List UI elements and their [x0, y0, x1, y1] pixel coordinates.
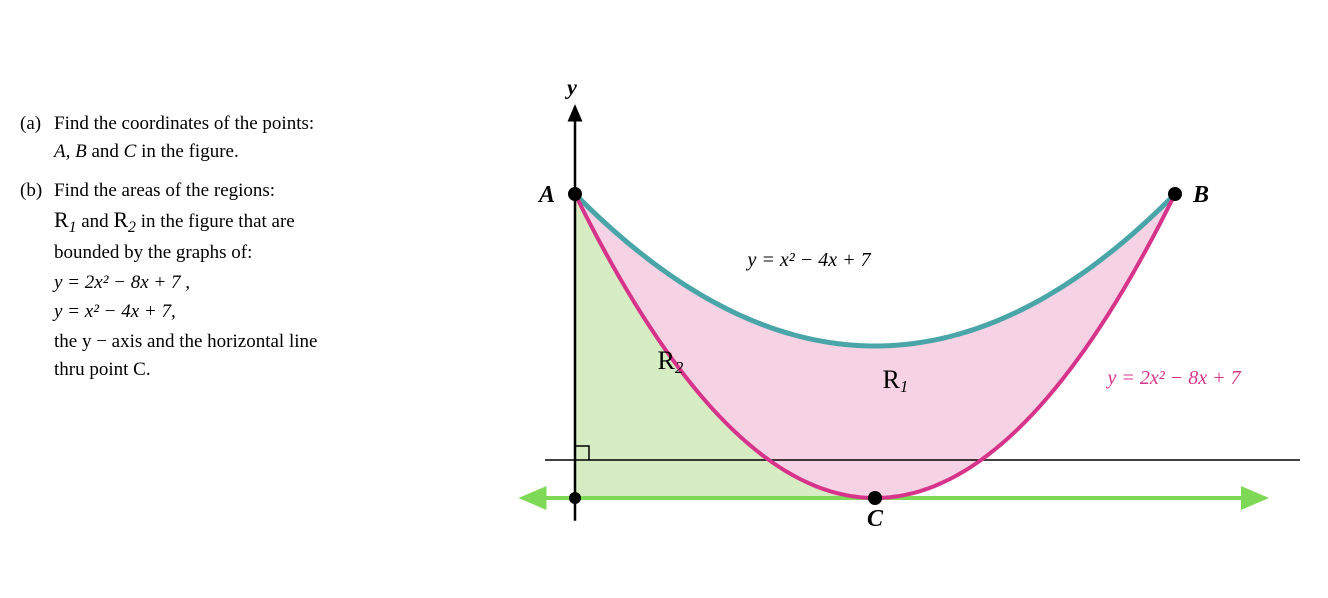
qb-line3: bounded by the graphs of:: [54, 239, 470, 267]
label-upper-eq: y = x² − 4x + 7: [746, 249, 872, 271]
qb-line5: thru point C.: [54, 356, 470, 384]
marker-a: (a): [20, 110, 54, 165]
question-b: (b) Find the areas of the regions: R1 an…: [20, 177, 470, 383]
qb-eq1: y = 2x² − 8x + 7 ,: [54, 269, 470, 297]
question-a: (a) Find the coordinates of the points: …: [20, 110, 470, 165]
question-text: (a) Find the coordinates of the points: …: [20, 20, 480, 578]
point-a: [568, 187, 582, 201]
label-b: B: [1192, 182, 1209, 208]
qb-line1: Find the areas of the regions:: [54, 177, 470, 205]
figure-container: ABCyxR2R1y = x² − 4x + 7y = 2x² − 8x + 7: [480, 20, 1308, 578]
label-lower-eq: y = 2x² − 8x + 7: [1106, 367, 1242, 389]
marker-b: (b): [20, 177, 54, 383]
label-y-axis: y: [564, 75, 577, 100]
qa-line1: Find the coordinates of the points:: [54, 110, 470, 138]
point-yaxis-hline: [569, 492, 581, 504]
label-c: C: [867, 506, 884, 532]
qb-line2: R1 and R2 in the figure that are: [54, 205, 470, 240]
point-b: [1168, 187, 1182, 201]
qb-line4: the y − axis and the horizontal line: [54, 328, 470, 356]
qa-line2: A, B and C in the figure.: [54, 138, 470, 166]
point-c: [868, 491, 882, 505]
label-a: A: [537, 182, 555, 208]
figure-svg: ABCyxR2R1y = x² − 4x + 7y = 2x² − 8x + 7: [480, 20, 1300, 580]
qb-eq2: y = x² − 4x + 7,: [54, 298, 470, 326]
